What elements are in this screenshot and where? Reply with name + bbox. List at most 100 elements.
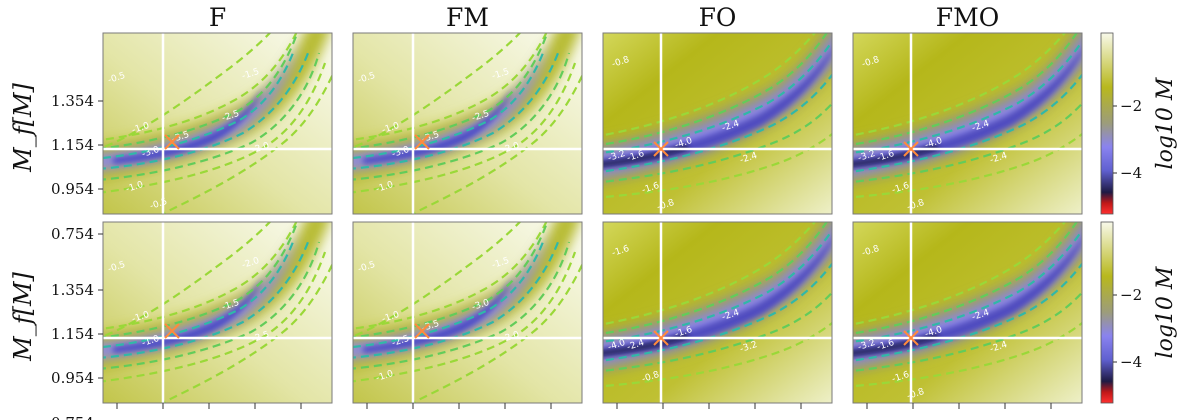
colorbar-label: log10 M (1153, 266, 1178, 358)
column-title-f: F (209, 3, 226, 32)
likelihood-band-inner (853, 238, 1082, 357)
best-fit-marker-b (903, 141, 919, 157)
contour-line-6 (853, 132, 1082, 199)
contour-line-1 (353, 33, 522, 149)
y-tick-label: 0.754 (51, 414, 94, 420)
contour-line-3 (103, 33, 299, 150)
panel-plot-area: -0.5-1.0-1.5-2.0-3.0-2.5-3.5-1.0 (353, 222, 582, 403)
contour-line-2 (103, 222, 298, 330)
contour-line-7 (103, 62, 327, 194)
likelihood-band-outer (353, 222, 580, 370)
contour-line-3 (603, 39, 832, 154)
panel-frame (602, 32, 833, 215)
panel-plot-area: -0.5-1.0-2.0-2.5-1.5-1.0 (103, 222, 332, 403)
panel-frame (352, 32, 583, 215)
contour-line-4 (103, 52, 295, 160)
panel-plot-area: -1.6-2.4-2.4-3.2-4.0-1.6-0.8 (603, 222, 832, 403)
contour-line-5 (853, 101, 1082, 183)
y-tick-label: 0.954 (51, 180, 94, 198)
column-title-fmo: FMO (936, 3, 999, 32)
likelihood-band-outer (103, 222, 330, 370)
contour-line-1 (103, 222, 272, 338)
panel-frame (102, 32, 333, 215)
contour-line-2 (103, 33, 298, 141)
colorbar-row1: −2 −4 log10 M (1100, 32, 1178, 215)
likelihood-band-inner (603, 238, 832, 357)
contour-line-4 (353, 52, 545, 160)
contour-line-7 (353, 251, 577, 383)
contour-line-6 (103, 241, 321, 370)
contour-line-5 (853, 290, 1082, 372)
panel-frame (352, 221, 583, 404)
contour-line-2 (603, 33, 828, 146)
contour-line-4 (853, 73, 1082, 173)
panel-frame (102, 221, 333, 404)
column-title-fo: FO (699, 3, 737, 32)
panel-plot-area: -0.5-1.0-1.5-2.0-2.5-3.0-3.5-1.0-0.5 (103, 33, 332, 214)
colorbar-gradient (1100, 221, 1114, 404)
contour-line-6 (603, 132, 832, 199)
colorbar-tick-label: −4 (1120, 164, 1142, 182)
likelihood-band-inner (853, 49, 1082, 168)
contour-line-1 (603, 222, 817, 326)
contour-line-3 (353, 33, 549, 150)
y-tick-label: 1.154 (51, 136, 94, 154)
panel-frame (852, 221, 1083, 404)
panel-plot-area: -0.8-1.6-2.4-2.4-3.2-4.0-1.6-0.8 (603, 33, 832, 214)
column-title-fm: FM (446, 3, 489, 32)
contour-line-3 (853, 39, 1082, 154)
contour-line-3 (353, 222, 549, 339)
best-fit-marker-b (653, 141, 669, 157)
contour-line-6 (353, 241, 571, 370)
panel-f-row2: -0.5-1.0-2.0-2.5-1.5-1.0 (102, 221, 333, 404)
colorbar-row2: −2 −4 log10 M (1100, 221, 1178, 404)
colorbar-tick-label: −2 (1120, 286, 1142, 304)
contour-line-1 (853, 33, 1067, 137)
contour-line-5 (103, 241, 310, 359)
contour-line-7 (103, 251, 327, 383)
y-axis-label: M_f[M] (9, 271, 37, 361)
colorbar-gradient (1100, 32, 1114, 215)
contour-line-4 (853, 262, 1082, 362)
contour-line-2 (603, 222, 828, 335)
y-tick-label: 0.754 (51, 225, 94, 243)
contour-line-5 (103, 52, 310, 170)
contour-line-1 (353, 222, 522, 338)
y-tick-label: 1.354 (51, 92, 94, 110)
y-tick-label: 1.154 (51, 325, 94, 343)
contour-line-4 (353, 241, 545, 349)
contour-line-5 (603, 101, 832, 183)
colorbar-tick-label: −2 (1120, 97, 1142, 115)
contour-line-5 (603, 290, 832, 372)
contour-line-5 (353, 52, 560, 170)
contour-line-3 (603, 228, 832, 343)
y-tick-label: 1.354 (51, 281, 94, 299)
contour-line-2 (353, 222, 548, 330)
y-tick-label: 0.954 (51, 369, 94, 387)
contour-line-2 (853, 222, 1078, 335)
panel-plot-area: -0.8-1.6-2.4-2.4-3.2-4.0-1.6-0.8 (853, 222, 1082, 403)
contour-line-2 (353, 33, 548, 141)
best-fit-marker-b (903, 330, 919, 346)
contour-line-3 (103, 222, 299, 339)
panel-plot-area: -0.5-1.0-1.5-2.0-2.5-3.0-3.5-1.0 (353, 33, 582, 214)
contour-line-6 (103, 52, 321, 181)
colorbar-tick-label: −4 (1120, 353, 1142, 371)
colorbar-label: log10 M (1153, 77, 1178, 169)
contour-line-3 (853, 228, 1082, 343)
panel-plot-area: -0.8-1.6-2.4-2.4-3.2-4.0-1.6-0.8 (853, 33, 1082, 214)
likelihood-band-inner (603, 49, 832, 168)
panel-f-row1: -0.5-1.0-1.5-2.0-2.5-3.0-3.5-1.0-0.5 (102, 32, 333, 215)
contour-line-6 (603, 321, 832, 388)
contour-line-1 (603, 33, 817, 137)
best-fit-marker-b (414, 323, 430, 339)
contour-line-1 (853, 222, 1067, 326)
panel-frame (852, 32, 1083, 215)
best-fit-marker-b (164, 323, 180, 339)
likelihood-band-outer (103, 33, 330, 181)
contour-line-6 (853, 321, 1082, 388)
contour-line-4 (603, 73, 832, 173)
best-fit-marker-b (414, 134, 430, 150)
panel-fo-row1: -0.8-1.6-2.4-2.4-3.2-4.0-1.6-0.8 (602, 32, 833, 215)
